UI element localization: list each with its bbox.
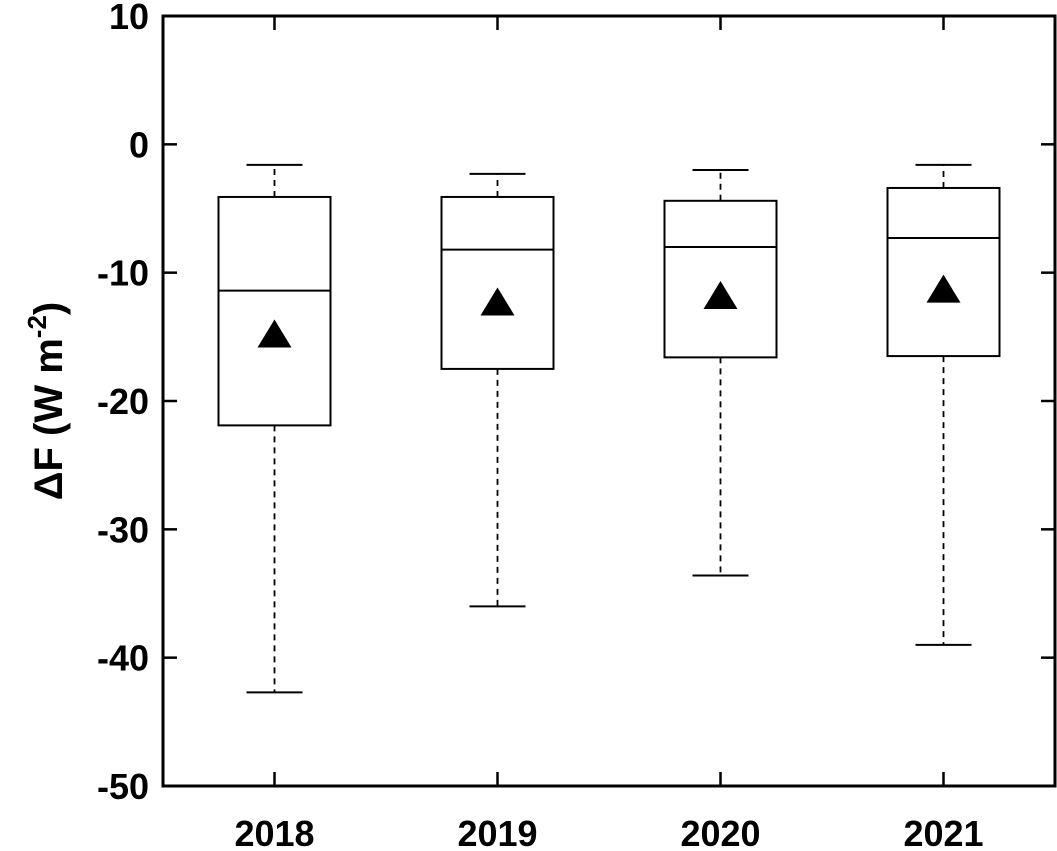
mean-marker [480, 287, 515, 316]
mean-marker [703, 281, 738, 310]
y-axis: 10 0 -10 -20 -30 -40 -50 [97, 0, 1055, 807]
y-axis-title-prefix: ΔF (W m [27, 338, 71, 500]
x-tick-label: 2018 [234, 813, 314, 851]
mean-marker [926, 274, 961, 303]
iqr-box [217, 195, 332, 427]
y-tick-label: -20 [97, 381, 149, 422]
y-tick-label: -10 [97, 253, 149, 294]
y-axis-title-superscript: -2 [22, 315, 52, 338]
iqr-box [886, 186, 1001, 358]
y-tick-label: -40 [97, 638, 149, 679]
y-tick-label: 10 [109, 0, 149, 37]
y-tick-label: -30 [97, 509, 149, 550]
x-tick-label: 2020 [680, 813, 760, 851]
iqr-box [663, 199, 778, 359]
box-2021 [886, 163, 1001, 646]
y-tick-label: 0 [129, 124, 149, 165]
box-series [217, 163, 1001, 694]
x-axis: 2018 2019 2020 2021 [234, 16, 984, 851]
mean-marker [257, 319, 292, 348]
box-2019 [440, 172, 555, 608]
y-axis-title-suffix: ) [27, 302, 71, 315]
iqr-box [440, 195, 555, 370]
box-2018 [217, 163, 332, 694]
x-tick-label: 2019 [457, 813, 537, 851]
y-axis-title: ΔF (W m-2) [22, 302, 71, 501]
x-tick-label: 2021 [903, 813, 983, 851]
box-2020 [663, 169, 778, 577]
y-tick-label: -50 [97, 766, 149, 807]
